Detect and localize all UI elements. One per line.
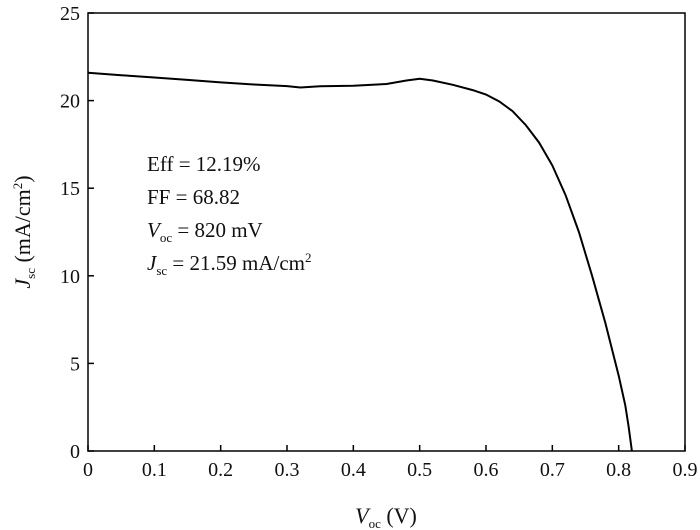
plot-frame — [87, 12, 686, 452]
y-tick-label: 25 — [60, 3, 80, 25]
annotation-block: Eff = 12.19% FF = 68.82 Voc = 820 mV Jsc… — [147, 152, 312, 278]
jv-curve-line — [87, 71, 633, 452]
x-axis-label: Voc (V) — [355, 503, 417, 530]
x-tick-label: 0 — [83, 459, 93, 481]
x-tick-label: 0.1 — [142, 459, 167, 481]
y-axis-ticks: 0 5 10 15 20 25 — [60, 3, 94, 463]
y-axis-label: Jsc (mA/cm2) — [10, 175, 38, 288]
x-tick-label: 0.2 — [208, 459, 233, 481]
x-tick-label: 0.5 — [407, 459, 432, 481]
x-tick-label: 0.9 — [673, 459, 698, 481]
x-tick-label: 0.6 — [474, 459, 499, 481]
x-tick-label: 0.7 — [540, 459, 565, 481]
y-tick-label: 15 — [60, 178, 80, 200]
annotation-ff: FF = 68.82 — [147, 185, 240, 209]
x-tick-label: 0.3 — [275, 459, 300, 481]
y-tick-label: 5 — [70, 353, 80, 375]
annotation-jsc: Jsc = 21.59 mA/cm2 — [147, 250, 312, 278]
annotation-voc: Voc = 820 mV — [147, 218, 263, 245]
annotation-eff: Eff = 12.19% — [147, 152, 261, 176]
y-tick-label: 10 — [60, 266, 80, 288]
x-axis-ticks: 0 0.1 0.2 0.3 0.4 0.5 0.6 0.7 0.8 0.9 — [83, 445, 698, 481]
y-tick-label: 20 — [60, 91, 80, 113]
y-tick-label: 0 — [70, 441, 80, 463]
x-tick-label: 0.8 — [606, 459, 631, 481]
x-tick-label: 0.4 — [341, 459, 366, 481]
